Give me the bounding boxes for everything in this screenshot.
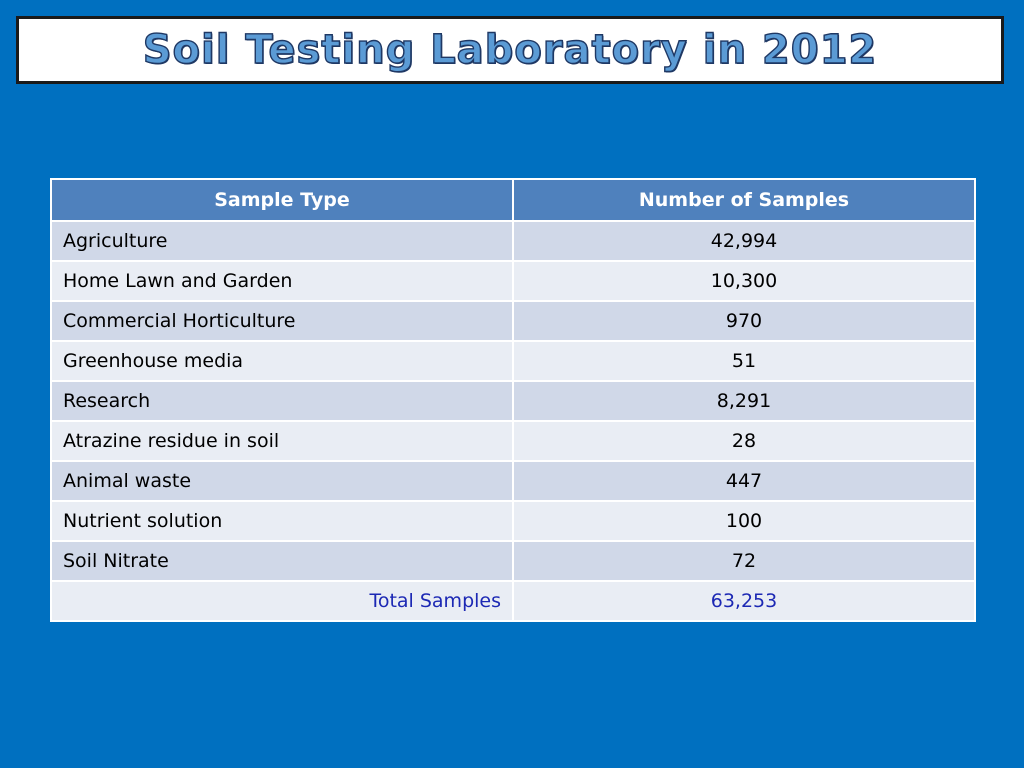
table-header-row: Sample Type Number of Samples bbox=[50, 178, 976, 222]
sample-type-cell: Commercial Horticulture bbox=[50, 300, 514, 342]
total-row: Total Samples 63,253 bbox=[50, 580, 976, 622]
sample-type-cell: Agriculture bbox=[50, 220, 514, 262]
sample-count-cell: 447 bbox=[512, 460, 976, 502]
total-label-cell: Total Samples bbox=[50, 580, 514, 622]
sample-count-cell: 72 bbox=[512, 540, 976, 582]
samples-table: Sample Type Number of Samples Agricultur… bbox=[50, 178, 976, 622]
table-row: Animal waste 447 bbox=[50, 460, 976, 502]
header-number-of-samples: Number of Samples bbox=[512, 178, 976, 222]
table-row: Agriculture 42,994 bbox=[50, 220, 976, 262]
sample-count-cell: 10,300 bbox=[512, 260, 976, 302]
table-row: Greenhouse media 51 bbox=[50, 340, 976, 382]
sample-type-cell: Animal waste bbox=[50, 460, 514, 502]
sample-type-cell: Atrazine residue in soil bbox=[50, 420, 514, 462]
table-row: Atrazine residue in soil 28 bbox=[50, 420, 976, 462]
sample-count-cell: 8,291 bbox=[512, 380, 976, 422]
sample-type-cell: Nutrient solution bbox=[50, 500, 514, 542]
total-count-cell: 63,253 bbox=[512, 580, 976, 622]
sample-type-cell: Greenhouse media bbox=[50, 340, 514, 382]
sample-count-cell: 100 bbox=[512, 500, 976, 542]
samples-table-container: Sample Type Number of Samples Agricultur… bbox=[50, 178, 976, 622]
sample-count-cell: 42,994 bbox=[512, 220, 976, 262]
sample-count-cell: 28 bbox=[512, 420, 976, 462]
table-row: Soil Nitrate 72 bbox=[50, 540, 976, 582]
table-row: Research 8,291 bbox=[50, 380, 976, 422]
sample-count-cell: 51 bbox=[512, 340, 976, 382]
sample-count-cell: 970 bbox=[512, 300, 976, 342]
table-row: Commercial Horticulture 970 bbox=[50, 300, 976, 342]
sample-type-cell: Home Lawn and Garden bbox=[50, 260, 514, 302]
header-sample-type: Sample Type bbox=[50, 178, 514, 222]
table-row: Home Lawn and Garden 10,300 bbox=[50, 260, 976, 302]
sample-type-cell: Research bbox=[50, 380, 514, 422]
slide-title: Soil Testing Laboratory in 2012 bbox=[142, 26, 878, 73]
sample-type-cell: Soil Nitrate bbox=[50, 540, 514, 582]
title-banner: Soil Testing Laboratory in 2012 bbox=[16, 16, 1004, 84]
table-row: Nutrient solution 100 bbox=[50, 500, 976, 542]
